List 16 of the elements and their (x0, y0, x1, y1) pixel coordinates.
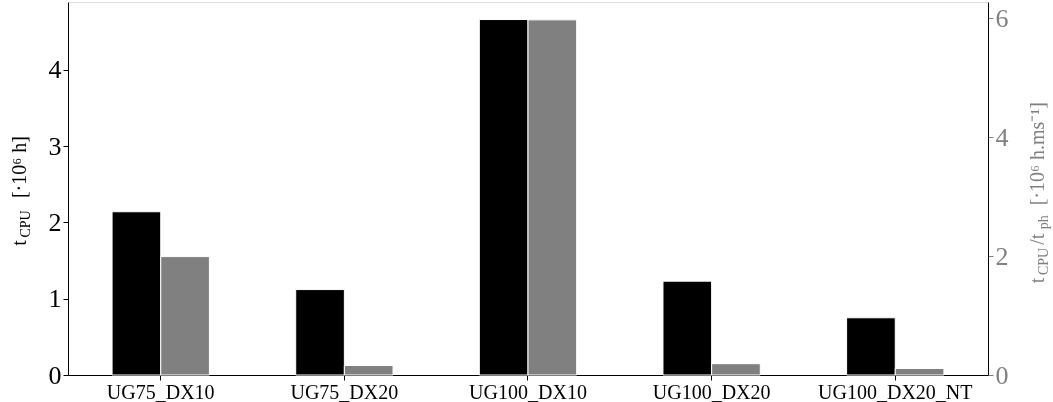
x-tick-label: UG75_DX20 (290, 380, 399, 402)
y2-tick-label: 0 (995, 360, 1009, 390)
y2-tick-label: 4 (995, 122, 1009, 152)
y2-axis-title: tCPU/tph [·10⁶ h.ms⁻¹] (1026, 102, 1051, 284)
x-tick-label: UG100_DX20_NT (818, 380, 973, 402)
y-tick-label: 2 (48, 207, 62, 237)
x-tick-label: UG100_DX20 (652, 380, 771, 402)
y2-tick-label: 6 (995, 3, 1009, 33)
y-tick-label: 3 (48, 131, 62, 161)
y-axis-title: tCPU [·10⁶ h] (8, 136, 33, 246)
y-tick-label: 0 (48, 360, 62, 390)
y-tick-label: 4 (48, 55, 62, 85)
y-tick-label: 1 (48, 284, 62, 314)
x-tick-label: UG100_DX10 (469, 380, 587, 402)
y2-tick-label: 2 (995, 241, 1009, 271)
x-tick-label: UG75_DX10 (106, 380, 215, 402)
